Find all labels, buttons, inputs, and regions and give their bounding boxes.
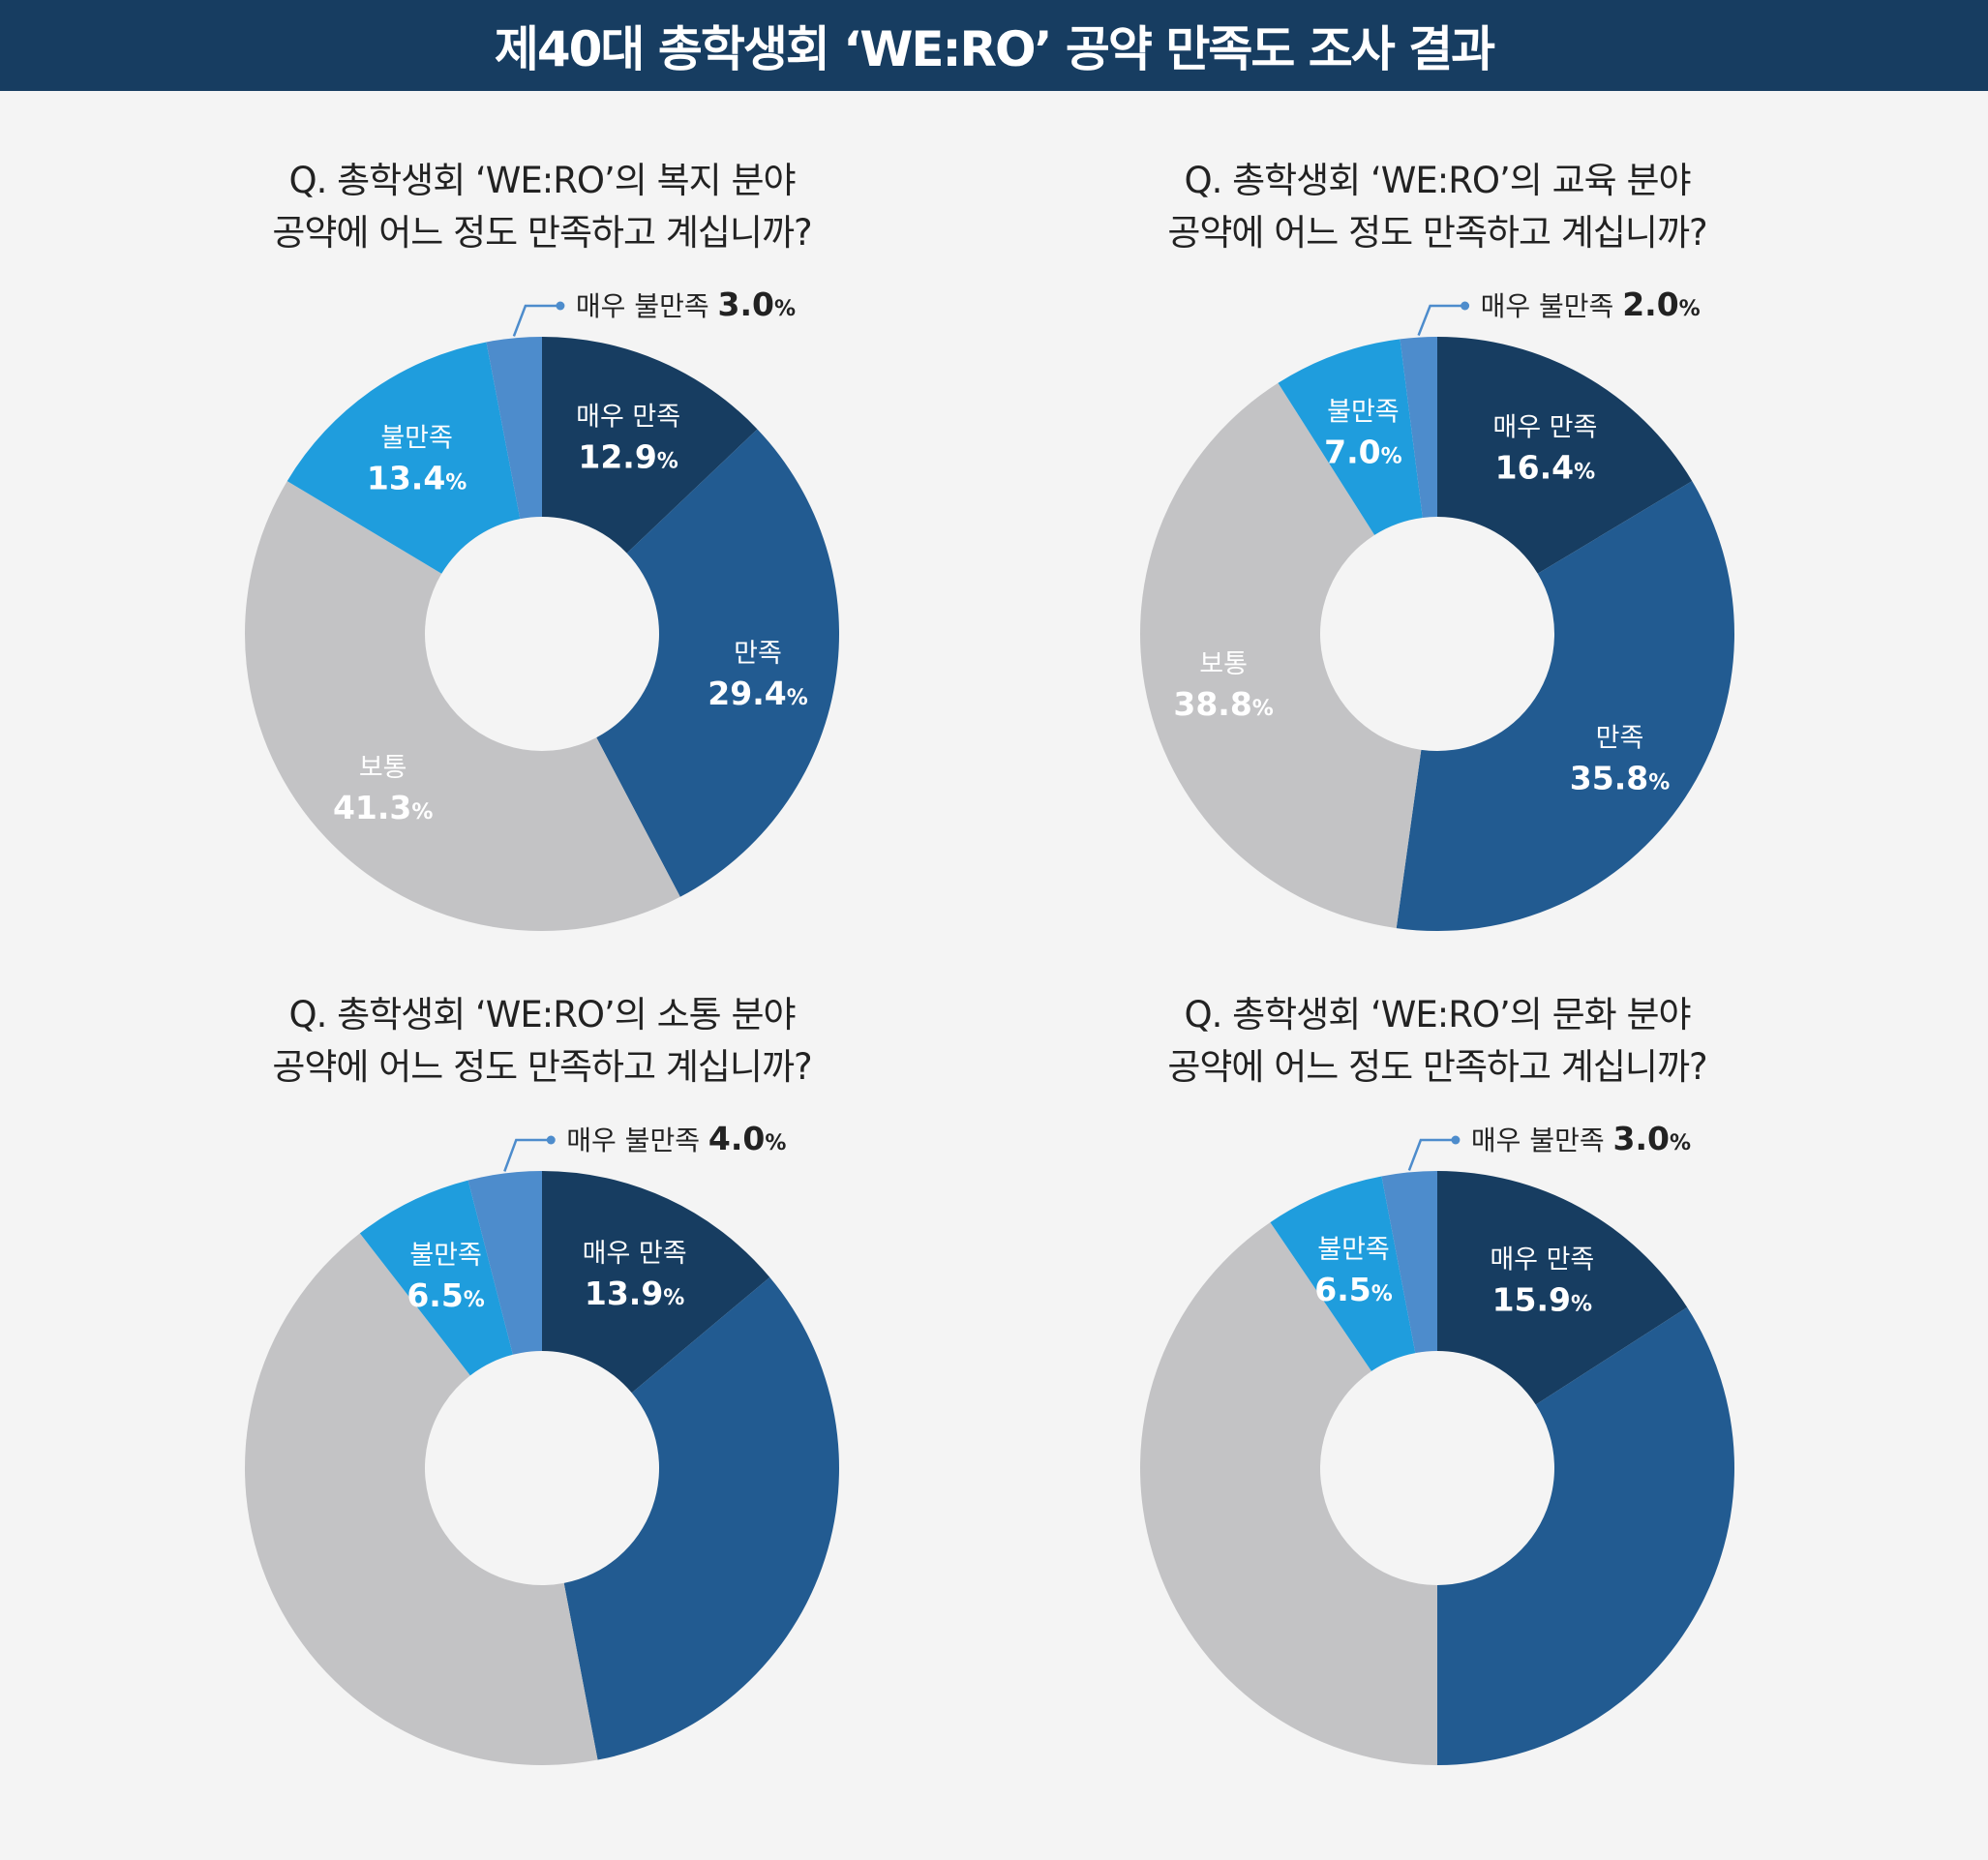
slice-value-label: 13.9% bbox=[585, 1275, 684, 1312]
slice-label-very-satisfied: 매우 만족 13.9% bbox=[583, 1239, 687, 1312]
question-line-1: Q. 총학생회 ‘WE:RO’의 교육 분야 bbox=[1184, 160, 1691, 201]
callout-dot bbox=[546, 1135, 556, 1145]
question-text: Q. 총학생회 ‘WE:RO’의 소통 분야 공약에 어느 정도 만족하고 계십… bbox=[106, 989, 978, 1094]
slice-category-label: 매우 만족 bbox=[576, 402, 680, 432]
pie-slice-very-dissatisfied bbox=[486, 337, 542, 520]
chart-panel-education: Q. 총학생회 ‘WE:RO’의 교육 분야 공약에 어느 정도 만족하고 계십… bbox=[1002, 155, 1873, 1026]
slice-category-label: 불만족 bbox=[1327, 397, 1400, 427]
pie-slice-dissatisfied bbox=[1270, 1176, 1416, 1371]
callout-label: 매우 불만족 3.0% bbox=[1471, 1120, 1691, 1157]
question-line-2: 공약에 어느 정도 만족하고 계십니까? bbox=[1167, 212, 1707, 254]
question-line-2: 공약에 어느 정도 만족하고 계십니까? bbox=[272, 212, 812, 254]
question-line-1: Q. 총학생회 ‘WE:RO’의 문화 분야 bbox=[1184, 994, 1691, 1035]
slice-label-very-satisfied: 매우 만족 16.4% bbox=[1492, 412, 1597, 486]
slice-category-label: 매우 만족 bbox=[1490, 1245, 1594, 1275]
slice-label-very-satisfied: 매우 만족 15.9% bbox=[1490, 1245, 1594, 1319]
slice-value-label: 15.9% bbox=[1492, 1281, 1592, 1319]
pie-slice-very-dissatisfied bbox=[1400, 337, 1437, 518]
question-text: Q. 총학생회 ‘WE:RO’의 복지 분야 공약에 어느 정도 만족하고 계십… bbox=[106, 155, 978, 259]
donut-chart: 매우 만족 12.9% 만족 29.4% 보통 41.3% 불만족 13.4% 매우 불만족 3… bbox=[245, 285, 840, 932]
pie-slice-very-dissatisfied bbox=[467, 1171, 542, 1355]
slice-value-label: 38.8% bbox=[1173, 685, 1273, 723]
callout-dot bbox=[556, 301, 565, 311]
slice-value-label: 12.9% bbox=[578, 437, 678, 475]
slice-label-satisfied: 만족 35.8% bbox=[1570, 724, 1670, 797]
callout-label: 매우 불만족 2.0% bbox=[1481, 285, 1701, 323]
pie-slice-neutral bbox=[1139, 382, 1422, 929]
callout-label: 매우 불만족 4.0% bbox=[566, 1120, 786, 1157]
question-text: Q. 총학생회 ‘WE:RO’의 교육 분야 공약에 어느 정도 만족하고 계십… bbox=[1002, 155, 1873, 259]
question-line-1: Q. 총학생회 ‘WE:RO’의 소통 분야 bbox=[288, 994, 796, 1035]
slice-category-label: 만족 bbox=[734, 639, 782, 669]
donut-chart: 매우 만족 15.9% 불만족 6.5% 매우 불만족 3.0% bbox=[1140, 1120, 1734, 1765]
slice-label-dissatisfied: 불만족 13.4% bbox=[367, 424, 467, 497]
header-banner: 제40대 총학생회 ‘WE:RO’ 공약 만족도 조사 결과 bbox=[0, 0, 1988, 91]
donut-chart: 매우 만족 13.9% 불만족 6.5% 매우 불만족 4.0% bbox=[245, 1120, 839, 1765]
callout-dot bbox=[1451, 1135, 1461, 1145]
slice-value-label: 7.0% bbox=[1324, 433, 1402, 470]
question-text: Q. 총학생회 ‘WE:RO’의 문화 분야 공약에 어느 정도 만족하고 계십… bbox=[1002, 989, 1873, 1094]
chart-panel-communication: Q. 총학생회 ‘WE:RO’의 소통 분야 공약에 어느 정도 만족하고 계십… bbox=[106, 989, 978, 1860]
pie-slice-dissatisfied bbox=[1278, 339, 1423, 535]
callout-line bbox=[1407, 1138, 1456, 1171]
pie-slice-satisfied bbox=[1396, 481, 1734, 931]
chart-panel-culture: Q. 총학생회 ‘WE:RO’의 문화 분야 공약에 어느 정도 만족하고 계십… bbox=[1002, 989, 1873, 1860]
callout-line bbox=[1417, 304, 1465, 337]
slice-label-dissatisfied: 불만족 7.0% bbox=[1324, 397, 1402, 470]
question-line-2: 공약에 어느 정도 만족하고 계십니까? bbox=[272, 1046, 812, 1088]
slice-label-satisfied: 만족 29.4% bbox=[708, 639, 807, 712]
slice-category-label: 매우 만족 bbox=[583, 1239, 687, 1269]
slice-category-label: 보통 bbox=[359, 753, 407, 783]
slice-value-label: 16.4% bbox=[1495, 448, 1595, 486]
slice-value-label: 6.5% bbox=[1314, 1271, 1393, 1308]
pie-slice-dissatisfied bbox=[286, 342, 521, 574]
slice-category-label: 불만족 bbox=[409, 1241, 482, 1271]
slice-category-label: 불만족 bbox=[1317, 1235, 1390, 1265]
pie-slice-very-satisfied bbox=[542, 337, 758, 554]
slice-label-dissatisfied: 불만족 6.5% bbox=[407, 1241, 485, 1314]
question-line-2: 공약에 어느 정도 만족하고 계십니까? bbox=[1167, 1046, 1707, 1088]
pie-slice-satisfied bbox=[1437, 1306, 1734, 1765]
pie-slice-neutral bbox=[245, 481, 680, 932]
slice-value-label: 35.8% bbox=[1570, 760, 1670, 797]
chart-panel-welfare: Q. 총학생회 ‘WE:RO’의 복지 분야 공약에 어느 정도 만족하고 계십… bbox=[106, 155, 978, 1026]
pie-slice-very-satisfied bbox=[1437, 337, 1693, 574]
slice-category-label: 만족 bbox=[1596, 724, 1644, 754]
pie-slice-very-dissatisfied bbox=[1381, 1171, 1437, 1354]
callout-line bbox=[503, 1138, 552, 1172]
slice-category-label: 불만족 bbox=[380, 424, 453, 454]
slice-category-label: 매우 만족 bbox=[1492, 412, 1597, 442]
slice-value-label: 6.5% bbox=[407, 1276, 485, 1314]
slice-label-neutral: 보통 41.3% bbox=[333, 753, 433, 826]
question-line-1: Q. 총학생회 ‘WE:RO’의 복지 분야 bbox=[288, 160, 796, 201]
slice-label-neutral: 보통 38.8% bbox=[1173, 649, 1273, 723]
slice-value-label: 41.3% bbox=[333, 789, 433, 826]
page-title: 제40대 총학생회 ‘WE:RO’ 공약 만족도 조사 결과 bbox=[494, 21, 1495, 77]
donut-chart: 매우 만족 16.4% 만족 35.8% 보통 38.8% 불만족 7.0% 매우 불만족 2.… bbox=[1139, 285, 1734, 931]
callout-line bbox=[512, 304, 560, 337]
slice-value-label: 13.4% bbox=[367, 460, 467, 497]
pie-slice-satisfied bbox=[596, 429, 840, 897]
callout-dot bbox=[1461, 301, 1470, 311]
slice-label-very-satisfied: 매우 만족 12.9% bbox=[576, 402, 680, 475]
slice-value-label: 29.4% bbox=[708, 675, 807, 712]
slice-label-dissatisfied: 불만족 6.5% bbox=[1314, 1235, 1393, 1308]
callout-label: 매우 불만족 3.0% bbox=[576, 285, 796, 323]
slice-category-label: 보통 bbox=[1199, 649, 1248, 679]
